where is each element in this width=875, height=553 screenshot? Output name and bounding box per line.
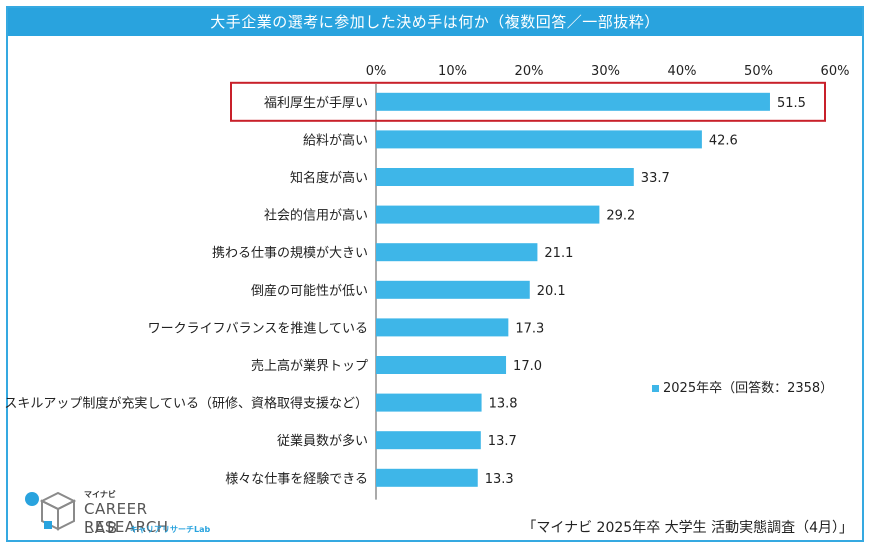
category-label: 倒産の可能性が低い — [251, 283, 368, 299]
category-label: スキルアップ制度が充実している（研修、資格取得支援など） — [4, 396, 368, 412]
bar — [376, 243, 538, 262]
category-label: 給料が高い — [303, 132, 368, 148]
category-label: ワークライフバランスを推進している — [148, 321, 368, 336]
x-tick-label: 20% — [515, 64, 544, 79]
x-tick-label: 50% — [744, 64, 773, 79]
bar — [376, 393, 482, 412]
bar — [376, 168, 634, 186]
highlight-box — [230, 81, 826, 122]
value-label: 20.1 — [537, 284, 566, 299]
bar — [376, 468, 478, 487]
x-tick-label: 30% — [591, 64, 620, 79]
value-label: 51.5 — [777, 96, 806, 111]
x-tick-label: 60% — [821, 64, 850, 79]
cube-logo-icon — [25, 491, 77, 531]
legend-label: 2025年卒（回答数：2358） — [663, 381, 834, 396]
bar — [376, 356, 507, 374]
category-label: 社会的信用が高い — [264, 208, 368, 224]
bar — [376, 92, 770, 111]
logo-main-text: CAREER RESEARCH — [84, 500, 169, 536]
value-label: 21.1 — [544, 246, 573, 261]
value-label: 42.6 — [709, 133, 738, 148]
category-label: 知名度が高い — [290, 170, 368, 186]
category-label: 従業員数が多い — [277, 433, 368, 449]
bar — [376, 130, 702, 149]
value-label: 29.2 — [606, 209, 635, 224]
x-tick-label: 10% — [438, 64, 467, 79]
x-tick-label: 40% — [668, 64, 697, 79]
value-label: 17.3 — [515, 321, 544, 336]
source-note: 「マイナビ 2025年卒 大学生 活動実態調査（4月）」 — [522, 520, 853, 536]
category-label: 携わる仕事の規模が大きい — [212, 245, 368, 261]
logo-lab-text: LAB — [84, 519, 120, 537]
logo-kana-text: キャリアリサーチLab — [130, 525, 211, 534]
category-label: 福利厚生が手厚い — [264, 96, 368, 111]
bar — [376, 318, 509, 337]
logo: マイナビ CAREER RESEARCH LAB キャリアリサーチLab — [22, 487, 232, 539]
chart-title: 大手企業の選考に参加した決め手は何か（複数回答／一部抜粋） — [8, 8, 862, 36]
category-label: 様々な仕事を経験できる — [225, 472, 368, 487]
bar — [376, 280, 530, 299]
logo-brand: マイナビ — [84, 490, 116, 499]
bar — [376, 205, 600, 224]
legend-swatch — [652, 385, 659, 392]
bar — [376, 431, 481, 450]
value-label: 33.7 — [641, 171, 670, 186]
x-tick-label: 0% — [366, 64, 387, 79]
legend: 2025年卒（回答数：2358） — [652, 377, 833, 396]
value-label: 13.3 — [485, 472, 514, 487]
category-label: 売上高が業界トップ — [251, 358, 368, 374]
value-label: 17.0 — [513, 359, 542, 374]
value-label: 13.8 — [489, 397, 518, 412]
value-label: 13.7 — [488, 434, 517, 449]
